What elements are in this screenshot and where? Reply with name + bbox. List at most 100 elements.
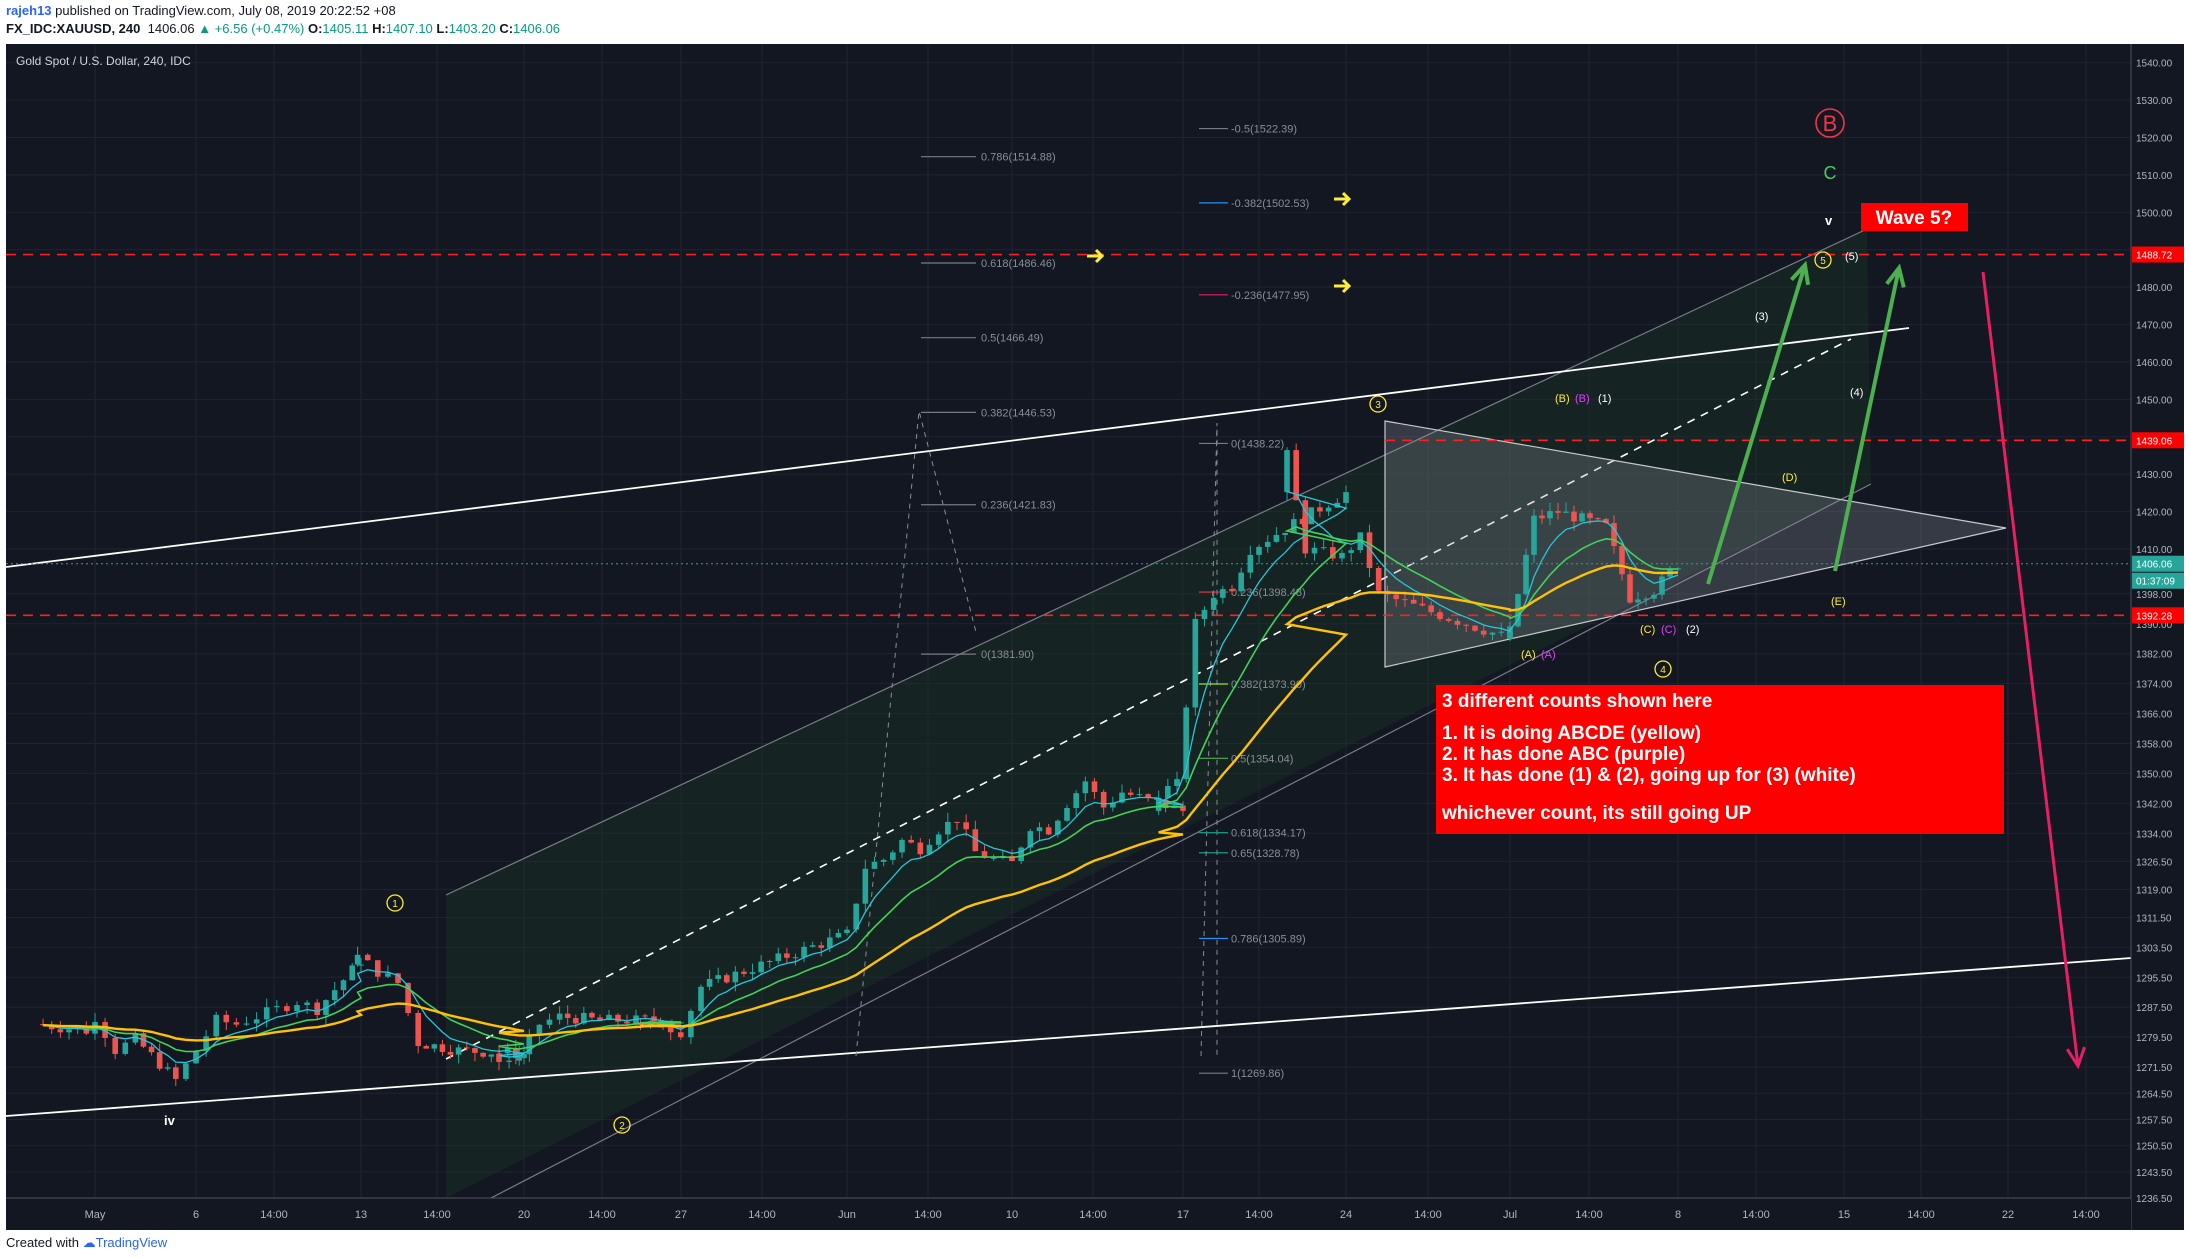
candle-body [1027,831,1034,848]
candle-body [715,975,721,979]
ema-line-1 [43,490,1679,1064]
candle-body [1183,707,1189,780]
textbox-line: 2. It has done ABC (purple) [1442,744,1685,765]
candle-body [1045,827,1052,835]
candle-body [439,1044,446,1052]
candle-body [1659,576,1665,595]
candle-body [521,1053,527,1059]
candle-body [1293,450,1299,501]
candle-body [156,1052,163,1069]
candle-body [1264,541,1271,547]
time-axis[interactable]: May 6 14:00 13 14:00 20 14:00 27 14:00 Jun 14:00 10… [6,1197,2131,1230]
wave-label-circled: 2 [619,1121,625,1132]
candle-body [1595,518,1601,520]
textbox-line: 3 different counts shown here [1442,691,1712,712]
tradingview-logo-icon: ☁ [82,1235,96,1250]
candle-body [908,839,914,843]
candle-body [415,1012,421,1046]
candle-body [455,1047,462,1055]
price-tick: 1319.00 [2136,885,2173,896]
price-tick: 1326.50 [2136,857,2173,868]
chart-canvas[interactable]: Gold Spot / U.S. Dollar, 240, IDC 0.786(… [5,44,2184,1230]
candle-body [1410,599,1417,604]
price-tick: 1450.00 [2136,395,2173,406]
candle-body [1229,589,1235,592]
candle-body [1220,589,1226,598]
candle-body [340,980,347,991]
candle-body [758,961,764,973]
candle-body [375,960,381,977]
price-tick: 1500.00 [2136,208,2173,219]
candle-body [597,1017,603,1020]
candle-body [423,1045,430,1049]
price-axis[interactable]: 1540.001530.001520.001510.001500.001490.… [2130,44,2184,1230]
candle-body [1375,568,1382,591]
wave-label-big-b: B [1823,111,1838,136]
candle-body [1302,500,1309,554]
chart-title: Gold Spot / U.S. Dollar, 240, IDC [16,54,191,68]
symbol-info: FX_IDC:XAUUSD, 240 1406.06 ▲ +6.56 (+0.4… [6,21,561,36]
fib-label: 0.382(1446.53) [981,407,1056,419]
wave-label-yellow: (C) [1640,624,1655,636]
projection-arrow-down-head [2065,1046,2086,1070]
fib-label: 0.786(1305.89) [1231,933,1306,945]
time-tick: 8 [1675,1209,1681,1221]
candle-body [1091,781,1098,792]
wave-label-white: (1) [1598,393,1611,405]
price-tick: 1295.50 [2136,973,2173,984]
candle-body [385,973,391,977]
price-tick: 1540.00 [2136,59,2173,70]
candle-body [1155,797,1162,811]
candle-body [935,834,942,845]
candle-body [1174,779,1180,786]
candle-body [1018,847,1024,862]
fib-label: 0.236(1421.83) [981,500,1056,512]
price-tick: 1350.00 [2136,769,2173,780]
wave-label-yellow: (A) [1521,649,1536,661]
projection-arrow-down [1981,271,2080,1067]
candle-body [243,1023,250,1025]
candle-body [1238,572,1244,592]
projection-arrow-1-head [1789,260,1811,286]
wave-label-yellow: (E) [1831,596,1846,608]
candle-body [183,1063,189,1079]
fib-label: 1(1269.86) [1231,1068,1284,1080]
candle-body [981,851,988,859]
candle-body [1136,794,1143,796]
author-name[interactable]: rajeh13 [6,3,52,18]
candle-body [48,1025,55,1030]
price-tick: 1287.50 [2136,1003,2173,1014]
wave-label-yellow: (D) [1782,472,1797,484]
chart-panel[interactable]: Gold Spot / U.S. Dollar, 240, IDC 0.786(… [5,44,2184,1230]
last-price: 1406.06 [147,21,195,36]
candle-body [1110,802,1116,808]
candle-body [678,1022,684,1024]
price-tick: 1243.50 [2136,1168,2173,1179]
price-tag-label: 1488.72 [2136,251,2173,262]
price-tick: 1358.00 [2136,740,2173,751]
candle-body [395,973,401,983]
low-value: 1403.20 [448,21,496,36]
candle-body [488,1054,495,1057]
candle-body [526,1035,533,1055]
price-tick: 1264.50 [2136,1089,2173,1100]
time-tick: Jul [1503,1209,1517,1221]
candle-body [698,986,704,1011]
fib-label: 0.786(1514.88) [981,152,1056,164]
price-tag [2132,572,2184,589]
arrow-right-icon [1087,248,1105,264]
candle-body [274,1006,280,1008]
tradingview-brand[interactable]: TradingView [95,1235,168,1250]
candle-body [1009,855,1015,862]
candle-body [496,1053,502,1062]
time-tick: 14:00 [260,1209,288,1221]
price-tick: 1430.00 [2136,470,2173,481]
candle-body [1282,532,1288,535]
candle-body [233,1022,240,1025]
candle-body [472,1048,478,1053]
time-tick: 20 [518,1209,530,1221]
candle-body [1330,547,1336,559]
wave-label-yellow: (B) [1555,393,1570,405]
price-tick: 1271.50 [2136,1063,2173,1074]
wave-label-white: (3) [1755,311,1768,323]
